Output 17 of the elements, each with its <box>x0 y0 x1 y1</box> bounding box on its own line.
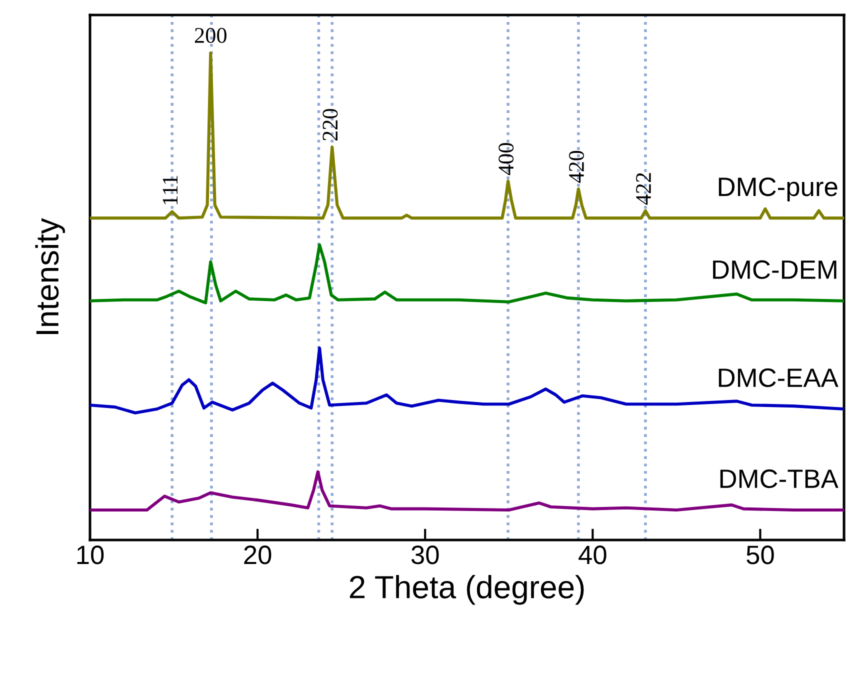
annotation: 220 <box>322 108 338 140</box>
annotation: 400 <box>498 143 514 176</box>
series-label: DMC-pure <box>718 178 838 202</box>
y-axis-title: Intensity <box>35 218 65 334</box>
annotation: 200 <box>194 28 226 43</box>
x-tick-label: 30 <box>411 546 439 564</box>
series-label: DMC-EAA <box>718 368 838 388</box>
x-tick-label: 10 <box>77 546 104 564</box>
annotation: 422 <box>636 173 651 205</box>
x-axis-title: 2 Theta (degree) <box>350 575 584 605</box>
series-label: DMC-TBA <box>720 469 838 488</box>
annotation: 111 <box>162 176 178 204</box>
annotation: 420 <box>568 150 584 183</box>
x-tick-label: 50 <box>746 546 774 564</box>
x-tick-label: 20 <box>244 546 272 564</box>
x-tick-label: 40 <box>578 546 606 564</box>
series-label: DMC-DEM <box>713 260 836 279</box>
